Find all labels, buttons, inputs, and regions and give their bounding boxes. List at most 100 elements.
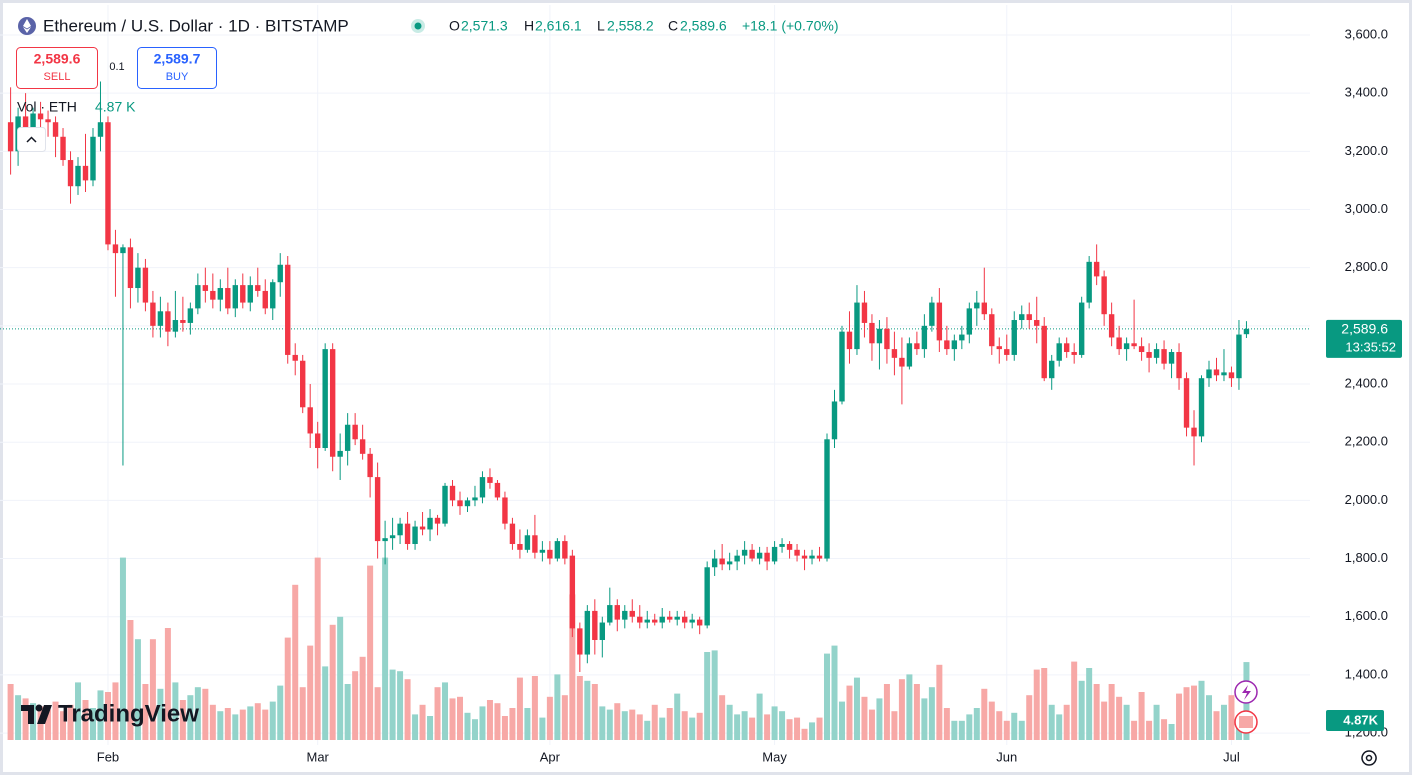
volume-bar (531, 676, 538, 740)
volume-bar (644, 720, 651, 740)
volume-bar (1161, 719, 1168, 740)
volume-bar (307, 645, 314, 740)
volume-legend-label: Vol · ETH (17, 99, 77, 115)
candle-body (7, 122, 14, 152)
overlay: Ethereum / U.S. Dollar · 1D · BITSTAMP O… (16, 16, 1402, 766)
buy-price: 2,589.7 (154, 51, 201, 67)
candle-body (689, 619, 695, 623)
volume-bar (1191, 685, 1198, 740)
volume-bar (60, 711, 67, 740)
candle-body (1108, 314, 1115, 338)
volume-bar (374, 687, 381, 740)
candle-body (1034, 320, 1040, 326)
y-tick-label: 2,800.0 (1345, 259, 1388, 274)
candle-body (337, 450, 343, 457)
candle-body (255, 285, 261, 291)
symbol-title: Ethereum / U.S. Dollar · 1D · BITSTAMP (43, 16, 349, 35)
volume-bar (254, 703, 261, 740)
candle-body (667, 616, 673, 620)
candle-body (741, 549, 748, 556)
volume-bar (876, 698, 883, 740)
candle-body (517, 544, 523, 550)
volume-bar (247, 706, 254, 740)
caret (26, 136, 37, 143)
volume-bar (149, 639, 156, 740)
volume-bar (52, 701, 59, 740)
y-tick-label: 2,400.0 (1345, 375, 1388, 390)
volume-bar (824, 653, 831, 740)
candle-body (1183, 378, 1190, 428)
candle-body (659, 616, 665, 623)
volume-bar (756, 693, 763, 740)
volume-bar (614, 703, 621, 740)
volume-bar (434, 687, 441, 740)
candle-body (217, 288, 224, 300)
volume-bar (179, 700, 186, 740)
volume-bar (966, 714, 973, 740)
volume-bar (973, 708, 980, 740)
volume-bar (486, 700, 493, 740)
volume-bar (868, 709, 875, 740)
volume-bar (1018, 720, 1025, 740)
volume-bar (1078, 680, 1085, 740)
candle-body (682, 616, 688, 623)
volume-bar (494, 703, 501, 740)
close-value: 2,589.6 (680, 18, 727, 34)
volume-bar (801, 728, 808, 740)
volume-bar (786, 719, 793, 740)
volume-bar (1003, 720, 1010, 740)
candle-body (921, 325, 928, 350)
volume-bar (951, 720, 958, 740)
change-value: +18.1 (+0.70%) (742, 18, 839, 34)
spread: 0.1 (109, 61, 124, 73)
volume-bar (913, 684, 920, 740)
candle-body (157, 311, 164, 326)
settings-icon[interactable] (1361, 750, 1377, 766)
volume-bar (1153, 704, 1160, 740)
volume-bar (689, 717, 696, 740)
candle-body (225, 288, 231, 309)
volume-bar (1206, 695, 1212, 740)
candle-body (210, 290, 216, 300)
sell-button[interactable] (16, 47, 98, 89)
buy-button[interactable] (137, 47, 217, 89)
candle-body (1236, 334, 1242, 379)
candle-body (322, 349, 328, 449)
volume-bar (524, 708, 531, 740)
candle-body (292, 354, 298, 361)
candle-body (809, 555, 815, 559)
volume-bar (367, 565, 374, 740)
volume-bar (509, 708, 516, 740)
volume-bar (232, 714, 239, 740)
candle-body (127, 247, 134, 289)
volume-bar (569, 594, 576, 740)
candle-body (966, 308, 973, 335)
volume-bar (988, 701, 995, 740)
volume-bar (1086, 668, 1093, 740)
candle-body (959, 334, 965, 341)
volume-bar (1176, 693, 1183, 740)
y-tick-label: 2,200.0 (1345, 434, 1388, 449)
high-label: H (524, 18, 534, 34)
volume-bar (539, 717, 546, 740)
candle-body (696, 619, 703, 626)
volume-bar (636, 714, 643, 740)
volume-pane (7, 557, 1250, 740)
volume-bar (419, 704, 426, 740)
close-label: C (668, 18, 678, 34)
candle-body (52, 122, 59, 137)
candle-body (449, 485, 456, 501)
volume-bar (711, 650, 718, 740)
candle-body (1131, 343, 1137, 347)
candle-body (150, 302, 156, 326)
collapse-button[interactable] (17, 127, 46, 152)
volume-bar (262, 709, 269, 740)
candle-body (1011, 320, 1017, 355)
y-tick-label: 3,200.0 (1345, 143, 1388, 158)
candle-body (142, 267, 149, 303)
volume-bar (1146, 720, 1153, 740)
volume-bar (831, 645, 838, 740)
y-tick-label: 2,000.0 (1345, 492, 1388, 507)
candle-body (861, 302, 868, 323)
candle-body (1153, 349, 1160, 358)
